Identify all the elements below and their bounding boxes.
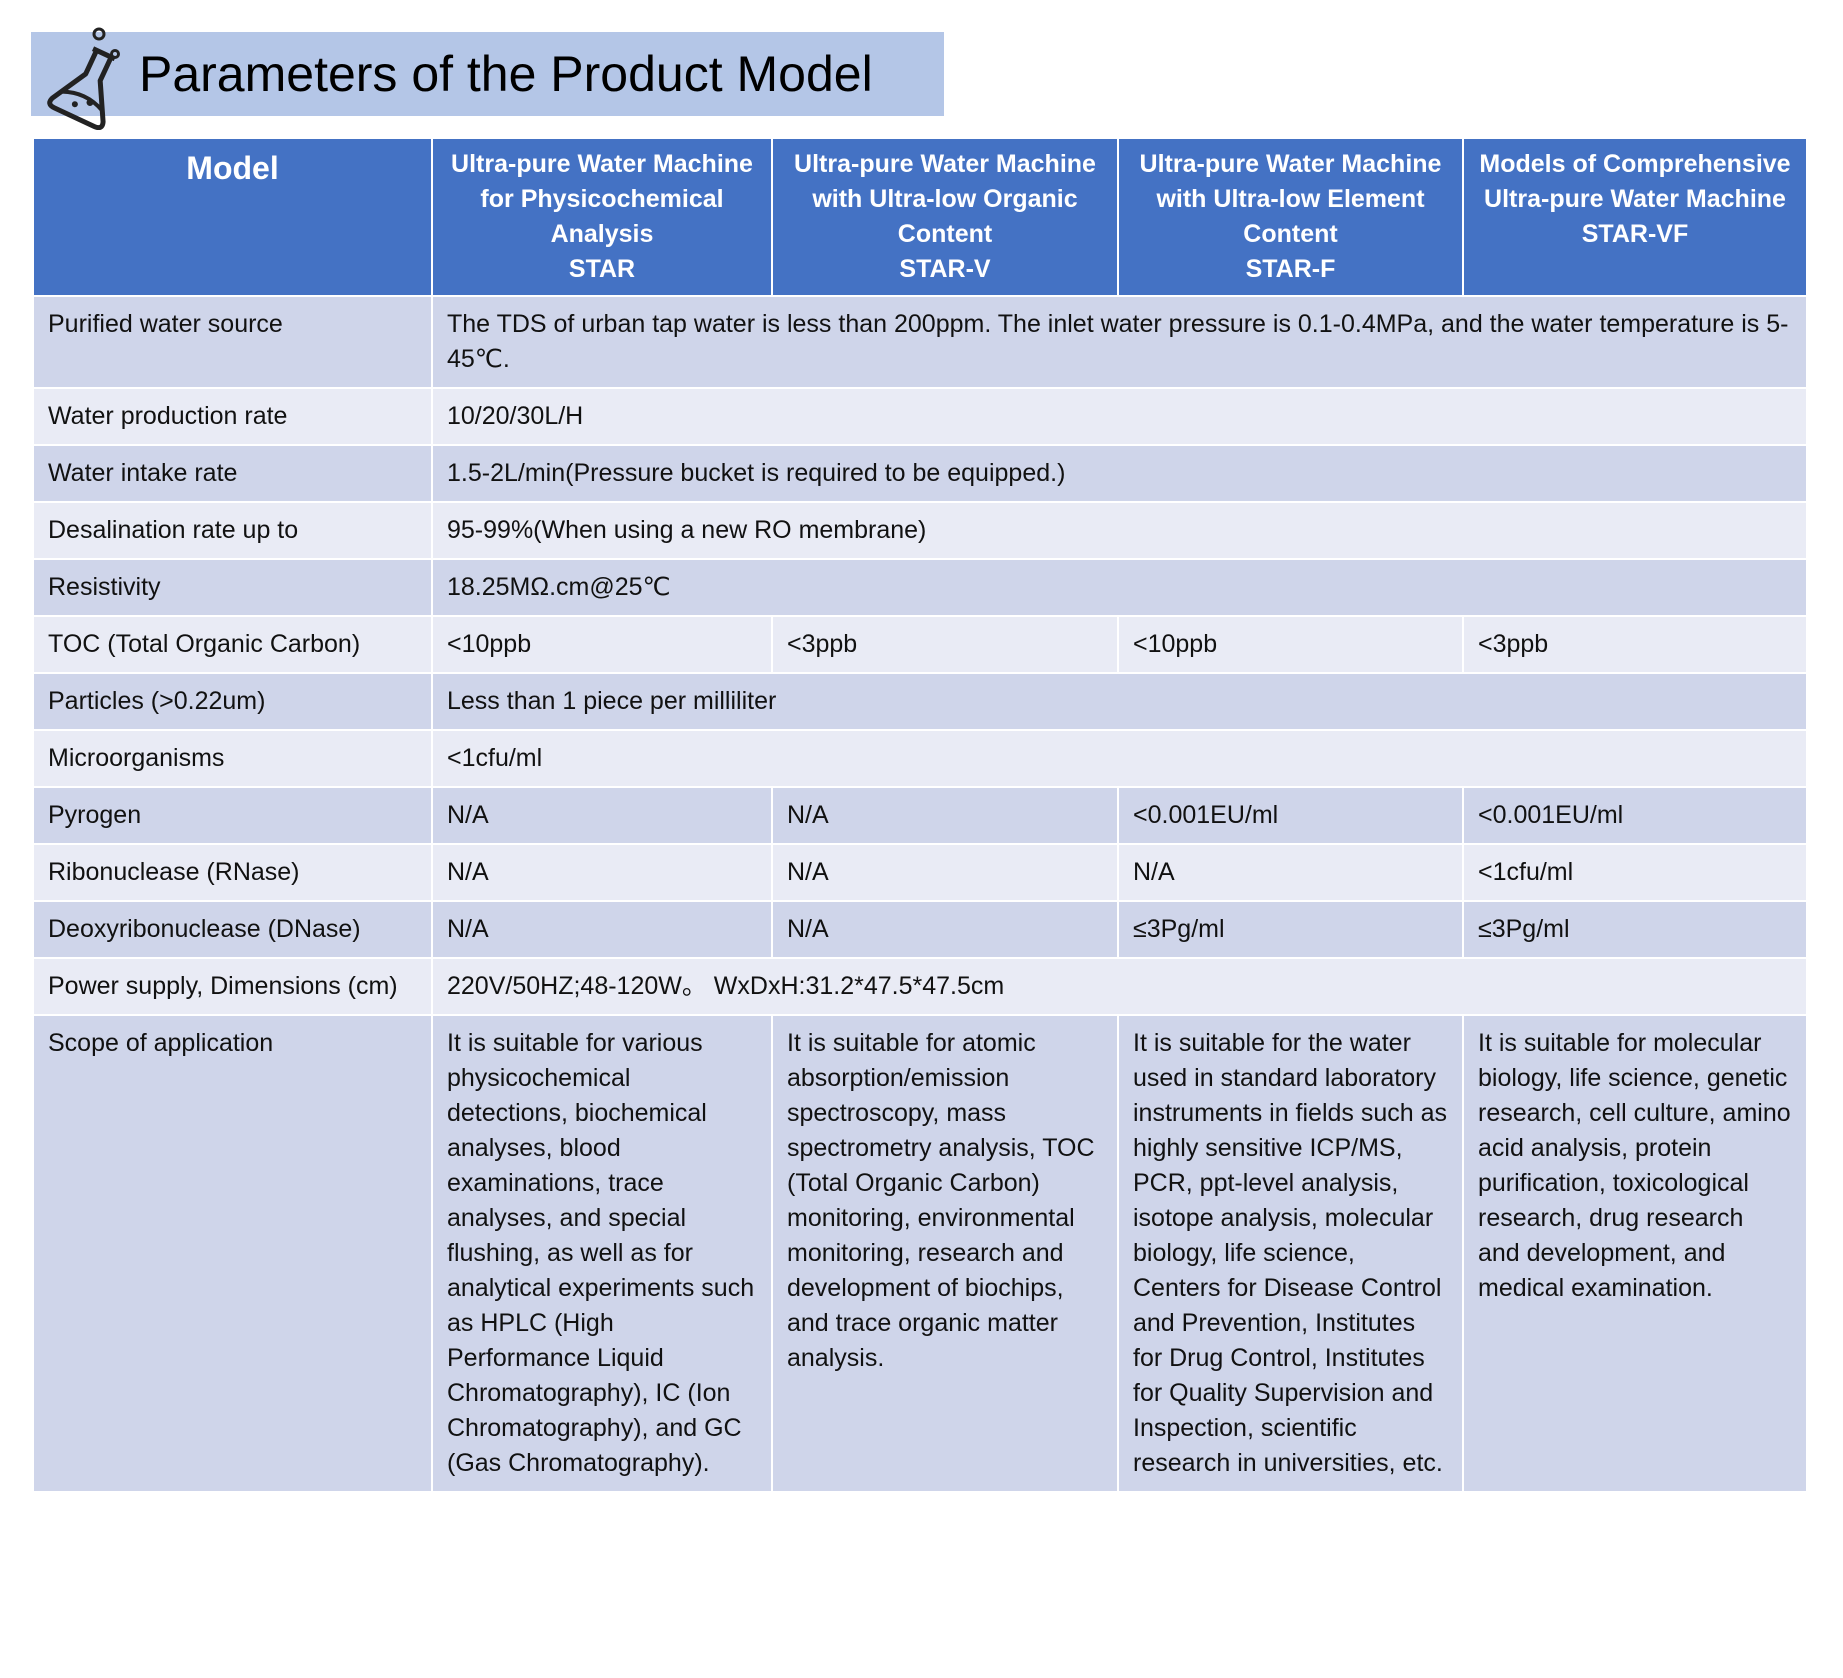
row-label: Pyrogen (32, 786, 433, 845)
table-row: TOC (Total Organic Carbon) <10ppb <3ppb <10… (32, 615, 1808, 674)
row-label: Deoxyribonuclease (DNase) (32, 900, 433, 959)
row-cell: N/A (771, 786, 1119, 845)
column-name: Ultra-pure Water Machine for Physicochem… (451, 150, 753, 248)
row-label: Resistivity (32, 558, 433, 617)
header-cell: Model (32, 137, 433, 297)
row-cell: It is suitable for the water used in sta… (1117, 1014, 1464, 1493)
row-label: Particles (>0.22um) (32, 672, 433, 731)
column-model: STAR-VF (1581, 220, 1689, 248)
header-cell: Ultra-pure Water Machine with Ultra-low … (771, 137, 1119, 297)
table-row: Resistivity 18.25MΩ.cm@25℃ (32, 558, 1808, 617)
page-title: Parameters of the Product Model (139, 46, 873, 102)
table-row: Desalination rate up to 95-99%(When using… (32, 501, 1808, 560)
row-cell: 1.5-2L/min(Pressure bucket is required t… (431, 444, 1808, 503)
row-label: Water intake rate (32, 444, 433, 503)
column-name: Model (186, 150, 279, 186)
row-cell: It is suitable for atomic absorption/emi… (771, 1014, 1119, 1493)
column-model: STAR-F (1245, 255, 1336, 283)
row-cell: ≤3Pg/ml (1117, 900, 1464, 959)
table-row: Scope of application It is suitable for v… (32, 1014, 1808, 1493)
column-name: Ultra-pure Water Machine with Ultra-low … (794, 150, 1096, 248)
table-row: Power supply, Dimensions (cm) 220V/50HZ;4… (32, 957, 1808, 1016)
row-cell: 10/20/30L/H (431, 387, 1808, 446)
row-cell: 18.25MΩ.cm@25℃ (431, 558, 1808, 617)
header-cell: Ultra-pure Water Machine with Ultra-low … (1117, 137, 1464, 297)
table-row: Water intake rate 1.5-2L/min(Pressure buc… (32, 444, 1808, 503)
row-cell: <10ppb (1117, 615, 1464, 674)
row-cell: 95-99%(When using a new RO membrane) (431, 501, 1808, 560)
row-cell: <1cfu/ml (431, 729, 1808, 788)
title-bar: Parameters of the Product Model (31, 27, 944, 130)
row-cell: <0.001EU/ml (1117, 786, 1464, 845)
header-row: Model Ultra-pure Water Machine for Physic… (32, 137, 1808, 297)
flask-icon (47, 27, 120, 130)
row-cell: It is suitable for various physicochemic… (431, 1014, 773, 1493)
table-row: Deoxyribonuclease (DNase) N/A N/A ≤3Pg/ml ≤3… (32, 900, 1808, 959)
table-row: Purified water source The TDS of urban ta… (32, 295, 1808, 389)
header-cell: Models of Comprehensive Ultra-pure Water… (1462, 137, 1808, 297)
row-cell: N/A (431, 786, 773, 845)
row-cell: N/A (1117, 843, 1464, 902)
row-label: Microorganisms (32, 729, 433, 788)
row-cell: <3ppb (1462, 615, 1808, 674)
row-label: Desalination rate up to (32, 501, 433, 560)
row-cell: N/A (771, 900, 1119, 959)
row-cell: <3ppb (771, 615, 1119, 674)
row-cell: Less than 1 piece per milliliter (431, 672, 1808, 731)
row-label: Scope of application (32, 1014, 433, 1493)
column-model: STAR-V (899, 255, 991, 283)
table-row: Water production rate 10/20/30L/H (32, 387, 1808, 446)
row-cell: It is suitable for molecular biology, li… (1462, 1014, 1808, 1493)
table-row: Ribonuclease (RNase) N/A N/A N/A <1cfu/ml (32, 843, 1808, 902)
row-cell: The TDS of urban tap water is less than … (431, 295, 1808, 389)
row-label: TOC (Total Organic Carbon) (32, 615, 433, 674)
row-cell: <1cfu/ml (1462, 843, 1808, 902)
row-cell: N/A (771, 843, 1119, 902)
parameter-table: Model Ultra-pure Water Machine for Physic… (32, 137, 1808, 1493)
row-cell: ≤3Pg/ml (1462, 900, 1808, 959)
row-label: Water production rate (32, 387, 433, 446)
column-name: Ultra-pure Water Machine with Ultra-low … (1139, 150, 1442, 248)
row-label: Purified water source (32, 295, 433, 389)
column-model: STAR (568, 255, 636, 283)
row-cell: <10ppb (431, 615, 773, 674)
header-cell: Ultra-pure Water Machine for Physicochem… (431, 137, 773, 297)
table-row: Pyrogen N/A N/A <0.001EU/ml <0.001EU/ml (32, 786, 1808, 845)
row-cell: N/A (431, 900, 773, 959)
row-cell: 220V/50HZ;48-120W。 WxDxH:31.2*47.5*47.5c… (431, 957, 1808, 1016)
row-label: Ribonuclease (RNase) (32, 843, 433, 902)
row-label: Power supply, Dimensions (cm) (32, 957, 433, 1016)
column-name: Models of Comprehensive Ultra-pure Water… (1479, 150, 1791, 213)
row-cell: <0.001EU/ml (1462, 786, 1808, 845)
row-cell: N/A (431, 843, 773, 902)
table-row: Microorganisms <1cfu/ml (32, 729, 1808, 788)
table-row: Particles (>0.22um) Less than 1 piece per… (32, 672, 1808, 731)
